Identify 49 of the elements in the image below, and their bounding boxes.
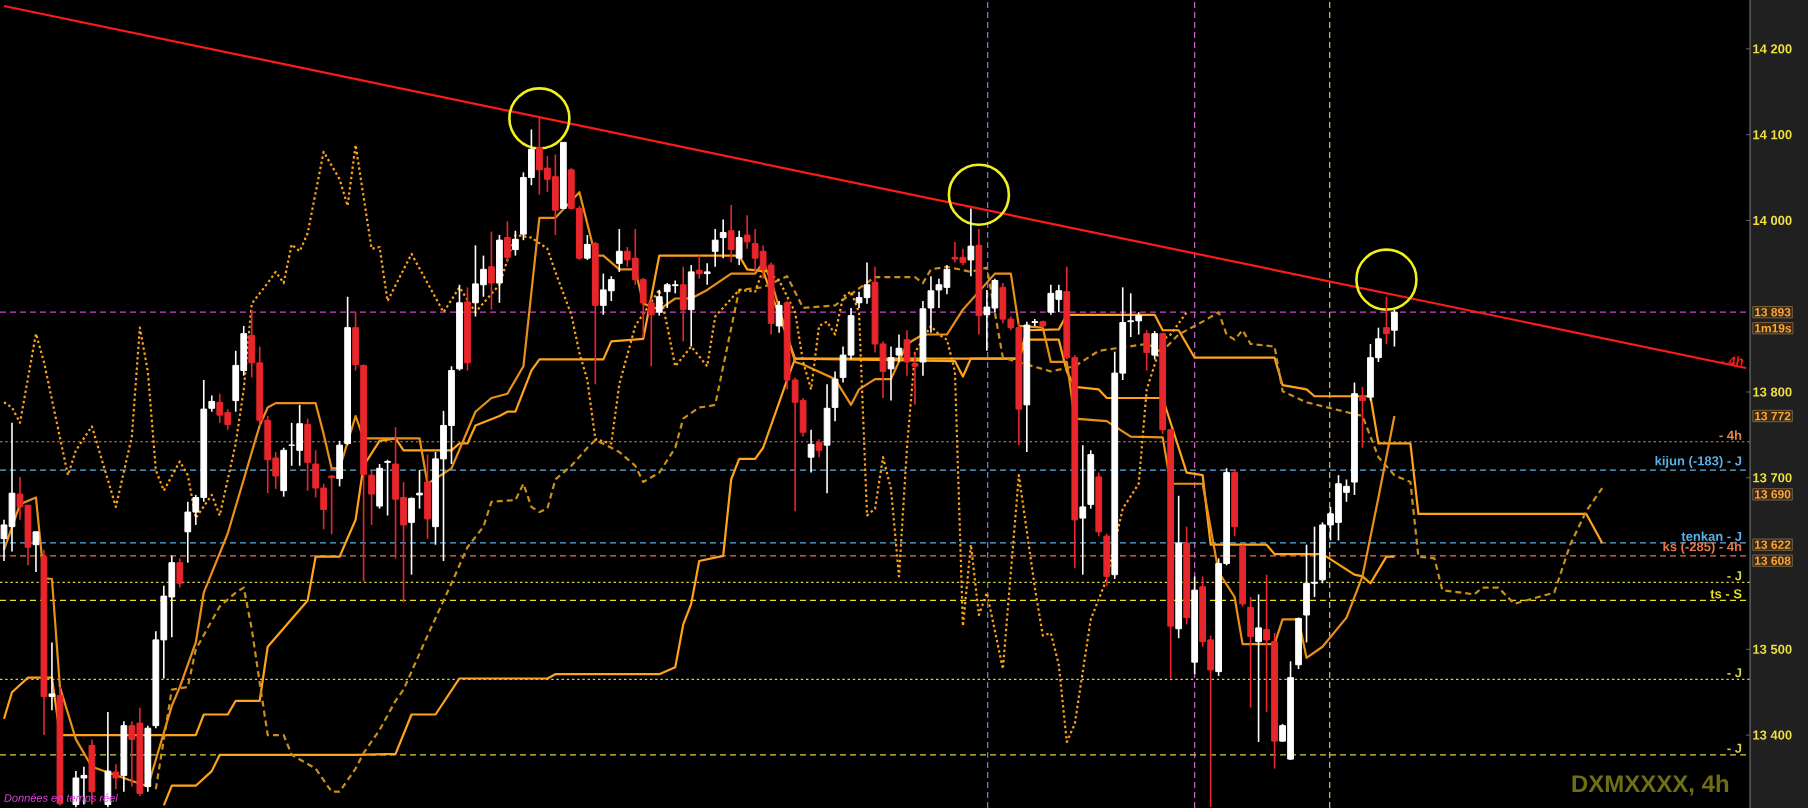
ref-line-label: ts - S <box>1710 589 1742 599</box>
candlestick <box>1359 386 1366 449</box>
text: 1m19s <box>1754 323 1792 333</box>
candlestick <box>1383 295 1390 345</box>
candlestick <box>1151 330 1159 361</box>
ref-line-label: - 4h <box>1719 430 1742 440</box>
point <box>508 87 571 150</box>
line-series <box>2 191 1396 788</box>
ref-line-label: - J <box>1727 571 1742 581</box>
ref-line-label: tenkan - J <box>1681 531 1742 541</box>
y-tick-label: 13 400 <box>1753 730 1792 740</box>
text: 13 893 <box>1754 307 1791 317</box>
candlestick <box>583 234 591 261</box>
candlestick <box>1191 575 1199 675</box>
candlestick <box>384 458 391 517</box>
candlestick <box>1263 573 1270 713</box>
text: 13 690 <box>1754 490 1791 499</box>
candlestick <box>304 417 312 492</box>
candlestick <box>416 469 423 510</box>
candlestick <box>424 453 431 540</box>
point <box>947 163 1011 226</box>
text: 13 622 <box>1754 540 1791 549</box>
text: DXMXXXX, 4h <box>1572 774 1729 796</box>
candlestick <box>1391 308 1398 348</box>
candlestick <box>368 469 375 526</box>
candlestick <box>1183 525 1191 626</box>
text: 13 772 <box>1754 411 1791 421</box>
y-tick-label: 13 500 <box>1753 644 1792 654</box>
candlestick <box>504 220 511 264</box>
y-tick-label: 14 200 <box>1753 44 1792 54</box>
candlestick <box>1351 381 1358 496</box>
candlestick <box>903 329 911 377</box>
y-tick-label: 14 100 <box>1753 130 1792 140</box>
ref-line-label: kijun (-183) - J <box>1655 455 1742 469</box>
text: 13 608 <box>1754 556 1791 565</box>
point <box>1355 248 1418 311</box>
candlestick <box>1271 632 1278 770</box>
y-tick-label: 14 000 <box>1753 215 1792 226</box>
y-tick-label: 13 700 <box>1753 473 1792 483</box>
candlestick <box>1239 543 1246 608</box>
candlestick <box>1255 593 1262 743</box>
ref-line-label: - J <box>1727 668 1742 678</box>
ref-line-label: ks (-285) - 4h <box>1663 541 1742 554</box>
candlestick <box>488 230 495 311</box>
ref-line-label: - J <box>1727 743 1742 753</box>
candlestick <box>328 474 335 536</box>
candlestick <box>376 463 383 510</box>
y-tick-label: 13 800 <box>1753 387 1792 397</box>
candlestick <box>895 333 903 363</box>
